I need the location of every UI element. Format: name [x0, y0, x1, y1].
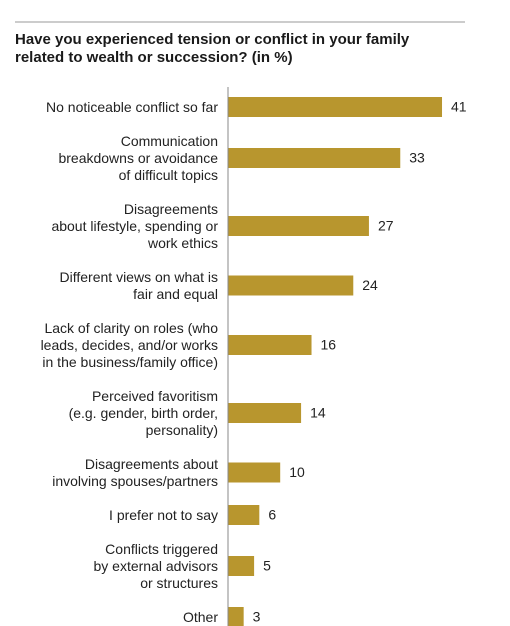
bar: [228, 607, 244, 626]
chart-title: Have you experienced tension or conflict…: [15, 31, 410, 66]
category-label: I prefer not to say: [109, 506, 218, 523]
value-label: 6: [268, 507, 276, 523]
category-label: Different views on what is fair and equa…: [59, 268, 218, 302]
value-label: 27: [378, 218, 394, 234]
value-label: 16: [321, 337, 337, 353]
value-label: 10: [289, 464, 305, 480]
bar: [228, 275, 354, 296]
category-label: Disagreements about lifestyle, spending …: [51, 200, 218, 251]
value-label: 14: [310, 405, 326, 421]
bar: [228, 148, 401, 168]
value-label: 5: [263, 558, 271, 574]
category-label: Other: [182, 608, 218, 625]
bar: [228, 97, 443, 117]
category-label: Communication breakdowns or avoidance of…: [58, 132, 218, 183]
value-label: 3: [253, 609, 261, 625]
category-label: Lack of clarity on roles (who leads, dec…: [40, 319, 218, 370]
bar: [228, 462, 281, 483]
category-label: Conflicts triggered by external advisors…: [93, 540, 218, 591]
bar: [228, 403, 302, 423]
value-label: 24: [362, 277, 378, 293]
category-label: No noticeable conflict so far: [46, 98, 218, 115]
bar: [228, 556, 255, 576]
value-label: 41: [451, 99, 467, 115]
category-label: Disagreements about involving spouses/pa…: [52, 455, 218, 489]
bar: [228, 216, 369, 236]
value-label: 33: [409, 150, 425, 166]
bar: [228, 505, 260, 525]
category-label: Perceived favoritism (e.g. gender, birth…: [68, 387, 218, 438]
bar: [228, 335, 312, 355]
